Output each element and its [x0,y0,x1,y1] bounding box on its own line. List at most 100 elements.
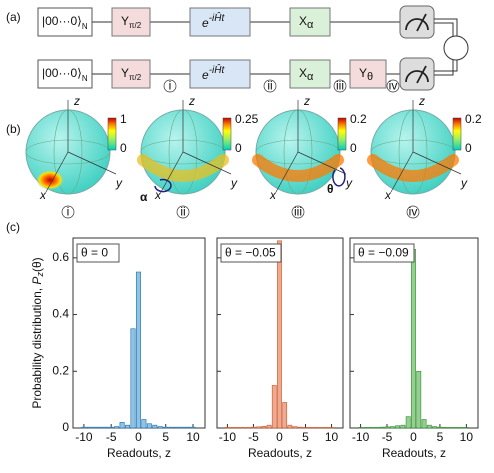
annotation-box [76,243,120,263]
bar [114,426,120,429]
axis [67,151,117,175]
bar [374,427,379,429]
axis-label: x [269,188,277,202]
rotation-arrow [154,178,172,193]
bar [442,427,448,429]
circuit: (a) |00···0⟩N |00···0⟩N Yπ/2 Yπ/2 e-iĤt … [6,5,469,93]
stage-circle [333,79,347,93]
colorbar-label: 0 [235,141,242,155]
axis [160,151,184,193]
stage-circle [406,205,420,219]
bar [230,427,236,429]
bar [141,419,147,429]
colorbar-label: 0 [120,141,127,155]
axis-label: y [460,176,468,190]
y-tick-label: 0.6 [52,250,69,264]
bar [292,426,298,429]
axis-label: z [418,94,425,108]
y-tick-label: 0.4 [52,307,69,321]
stage-label: iii [336,79,344,93]
gate-sub: α [307,19,314,31]
bar [256,426,262,429]
bar [97,426,103,429]
bar [251,426,256,429]
x-tick-label: 10 [186,430,200,444]
gate: Yπ/2 [121,14,142,30]
stage-circle [263,79,277,93]
x-tick-label: -5 [106,430,117,444]
axis-label: x [154,188,162,202]
axis-label: y [115,176,123,190]
gate-base: X [299,66,307,80]
gate: Yπ/2 [121,66,142,82]
x-tick-label: -5 [382,430,393,444]
gate-sub: α [307,71,314,83]
x-tick-label: -10 [352,430,370,444]
state: |00···0⟩N [42,14,88,31]
subscript: N [82,22,88,31]
gate-sup: -iĤt [209,63,226,76]
stage-label: i [67,205,70,219]
bar [432,426,438,429]
measurement [399,5,469,91]
bar [185,426,191,429]
gate-base: Y [359,66,367,80]
colorbar-label: 0.2 [465,112,482,126]
gates: Yπ/2 Yπ/2 e-iĤt e-iĤt Xα Xα Yθ [111,7,387,89]
annotation: θ = −0.05 [225,246,276,260]
axis-label: x [384,188,392,202]
x-tick-label: -10 [75,430,93,444]
annotation-box [220,243,282,263]
bar [86,426,92,429]
gate-sub: π/2 [129,21,142,30]
bar [103,426,109,429]
axis-label: y [230,176,238,190]
y-label-arg: (θ) [30,257,44,272]
y-label-sub: z [35,272,45,278]
distribution [252,154,344,182]
bar [448,427,453,429]
x-axis-label: Readouts, z [382,446,446,460]
bar [174,426,180,429]
bar [152,424,158,429]
bar [426,424,432,429]
state: |00···0⟩ [42,14,82,28]
bar [389,426,395,429]
gate-base: e [202,16,209,30]
bar [395,425,401,429]
y-tick-label: 0 [62,420,69,434]
x-axis-label: Readouts, z [248,446,312,460]
x-tick-label: 0 [276,430,283,444]
gate-sub: θ [367,71,373,83]
colorbar-label: 0.2 [350,112,367,126]
bar [157,426,163,429]
bar [368,427,374,429]
x-tick-label: -10 [219,430,237,444]
stage-circle [386,79,400,93]
bar [416,370,422,429]
bar [135,271,141,429]
bar [125,424,131,429]
bar [437,426,443,429]
axis-label: y [345,176,353,190]
bar [411,249,416,429]
axis-label: z [73,94,80,108]
bar [245,427,251,429]
distribution [367,154,459,182]
bar [308,427,314,429]
panel-label: (b) [6,122,21,136]
bloch-spheres: (b) z y x 1 0 i z y x 0.25 0 ii z y x 0.2 0 iii z y x 0.2 0 iv α… [6,94,482,219]
subscript: N [82,74,88,83]
bar [190,426,196,429]
bar [146,423,152,429]
bar [119,422,125,429]
stage-label: i [169,79,172,93]
colorbar-label: 0 [350,141,357,155]
x-tick-label: 5 [162,430,169,444]
bar [108,426,114,429]
bar-charts: (c) 0 0.2 0.4 0.6 -10 -5 0 5 10 θ = 0 Readouts, z P… [6,220,479,460]
x-tick-label: 5 [437,430,444,444]
gate: Xα [299,66,314,83]
gate-sub: π/2 [129,73,142,82]
